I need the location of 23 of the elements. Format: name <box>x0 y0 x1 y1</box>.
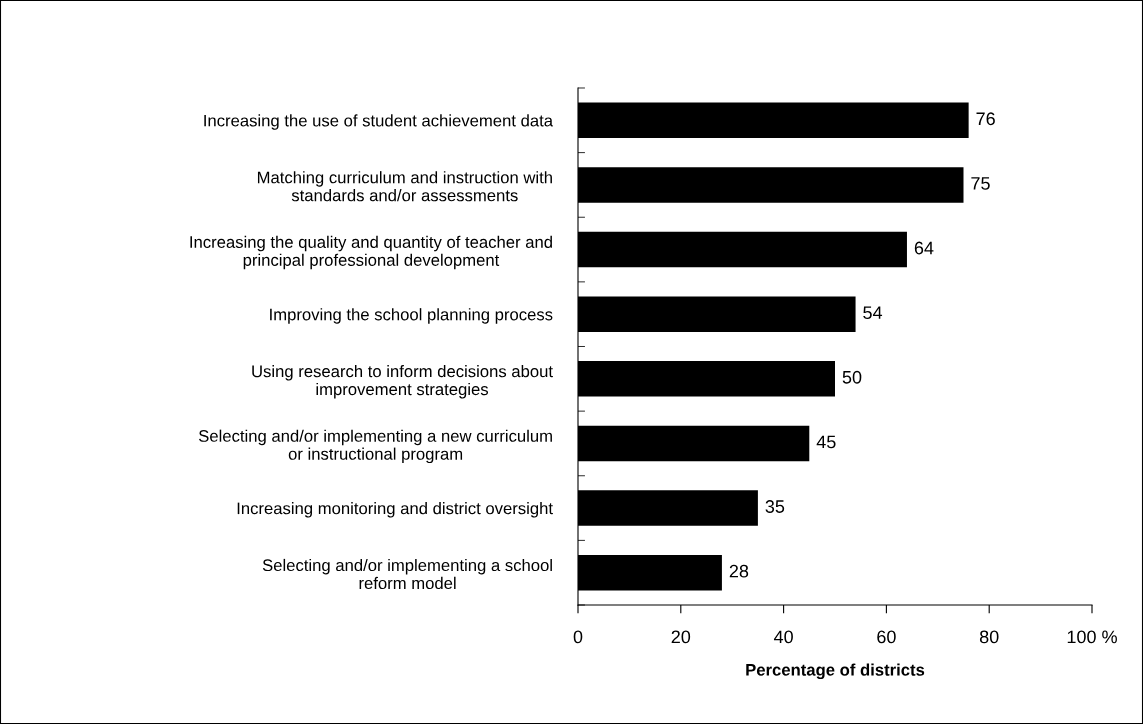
x-axis-title: Percentage of districts <box>746 663 925 680</box>
data-label: 64 <box>914 241 934 255</box>
y-tick-label: Matching curriculum and instruction with standards and/or assessments <box>257 171 552 202</box>
data-label: 35 <box>765 500 785 513</box>
y-tick-label: Selecting and/or implementing a new curriculum or instructional program <box>198 429 552 464</box>
y-tick-label: Improving the school planning process <box>270 308 553 324</box>
x-tick-label: 20 <box>671 630 691 644</box>
data-label: 45 <box>816 435 836 449</box>
x-tick-label: 40 <box>773 630 793 644</box>
y-tick-label: Selecting and/or implementing a school reform model <box>262 558 552 590</box>
data-label: 75 <box>971 177 990 190</box>
data-label: 54 <box>863 306 883 320</box>
x-tick-label: 0 <box>573 630 583 644</box>
y-tick-label: Using research to inform decisions about improvement strategies <box>252 365 553 399</box>
x-tick-label: 60 <box>877 630 896 644</box>
x-tick-label: 80 <box>979 630 999 644</box>
y-tick-label: Increasing the use of student achievement data <box>204 114 554 130</box>
y-tick-label: Increasing the quality and quantity of teacher and principal professional development <box>190 235 552 270</box>
y-tick-label: Increasing monitoring and district oversight <box>237 502 553 518</box>
data-label: 28 <box>729 564 749 578</box>
data-label: 50 <box>842 370 862 384</box>
x-tick-label: 100 % <box>1067 630 1117 644</box>
data-label: 76 <box>976 112 995 126</box>
